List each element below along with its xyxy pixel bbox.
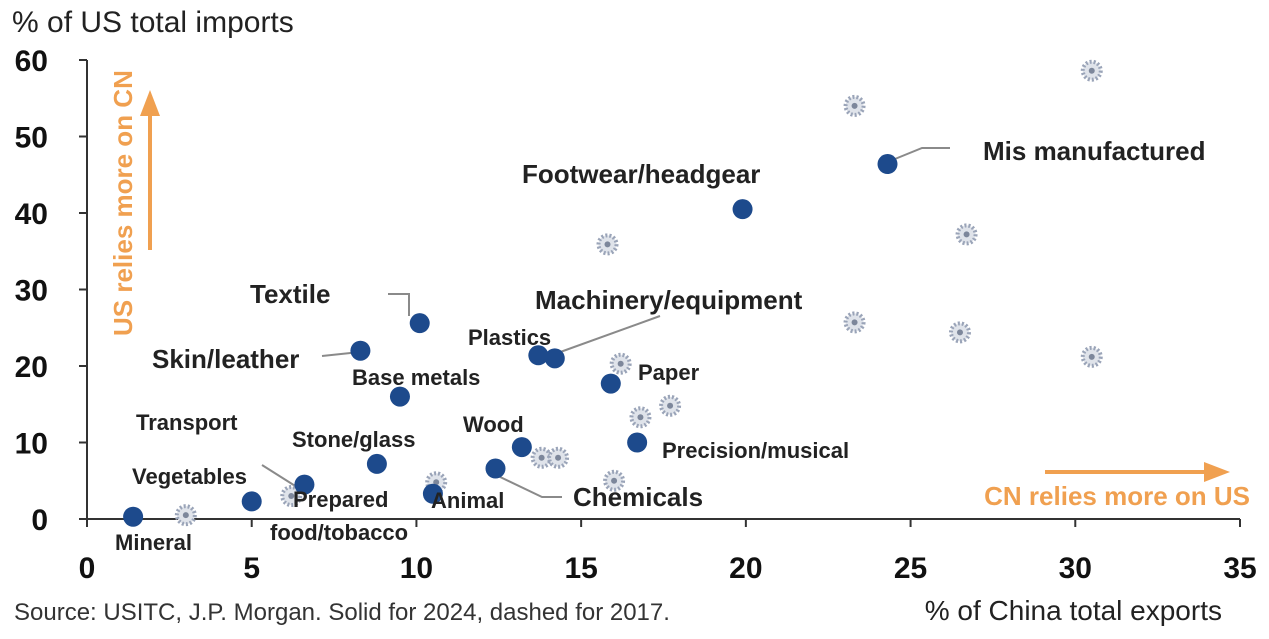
- label-footwear-headgear: Footwear/headgear: [522, 159, 760, 189]
- point-2017-core: [288, 493, 295, 500]
- x-tick-label: 10: [400, 552, 433, 585]
- point-labels: Mis manufactured Footwear/headgear Texti…: [115, 136, 1206, 555]
- point-2024-machinery-equipment: [544, 348, 565, 369]
- label-chemicals: Chemicals: [573, 482, 703, 512]
- leader-chemicals: [495, 474, 562, 498]
- point-2024-transport: [294, 474, 315, 495]
- point-2017-core: [851, 319, 858, 326]
- point-2024-animal: [422, 483, 443, 504]
- point-2024-stone-glass: [366, 453, 387, 474]
- label-vegetables: Vegetables: [132, 464, 247, 489]
- annotation-right: CN relies more on US: [984, 481, 1250, 511]
- point-2024-wood: [511, 437, 532, 458]
- y-tick-label: 30: [15, 275, 48, 308]
- point-2024-footwear-headgear: [732, 199, 753, 220]
- up-arrow: [140, 90, 160, 250]
- label-stone-glass: Stone/glass: [292, 427, 415, 452]
- leader-machinery: [551, 315, 661, 356]
- point-2017-core: [851, 102, 858, 109]
- label-transport: Transport: [136, 410, 238, 435]
- label-mineral: Mineral: [115, 530, 192, 555]
- label-plastics: Plastics: [468, 325, 551, 350]
- point-2024-vegetables: [241, 491, 262, 512]
- point-2024-textile: [409, 313, 430, 334]
- point-2017-core: [1088, 353, 1095, 360]
- label-paper: Paper: [638, 360, 700, 385]
- label-food-tobacco: food/tobacco: [270, 520, 408, 545]
- y-ticks: 0 10 20 30 40 50 60: [15, 45, 87, 537]
- leader-mis-manufactured: [889, 147, 950, 162]
- point-2017-core: [538, 454, 545, 461]
- point-2017-core: [963, 231, 970, 238]
- series-2017: [174, 59, 1103, 527]
- y-tick-label: 60: [15, 45, 48, 78]
- y-tick-label: 20: [15, 351, 48, 384]
- point-2017-core: [555, 454, 562, 461]
- label-machinery-equipment: Machinery/equipment: [535, 285, 803, 315]
- x-ticks: 0 5 10 15 20 25 30 35: [79, 519, 1257, 585]
- x-axis-title: % of China total exports: [925, 595, 1222, 626]
- x-tick-label: 0: [79, 552, 96, 585]
- x-tick-label: 25: [894, 552, 927, 585]
- leader-transport: [261, 464, 301, 490]
- point-2024-mis-manufactured: [877, 154, 898, 175]
- right-arrow: [1045, 462, 1230, 482]
- point-2024-paper: [600, 373, 621, 394]
- series-2024: [123, 154, 898, 527]
- point-2017-core: [604, 241, 611, 248]
- x-tick-label: 15: [564, 552, 597, 585]
- point-2017-core: [617, 360, 624, 367]
- label-animal: Animal: [431, 488, 504, 513]
- annotation-up: US relies more on CN: [108, 70, 138, 336]
- label-wood: Wood: [463, 412, 524, 437]
- y-tick-label: 50: [15, 122, 48, 155]
- y-tick-label: 10: [15, 428, 48, 461]
- point-2017-core: [182, 512, 189, 519]
- label-prepared: Prepared: [293, 487, 388, 512]
- point-2024-chemicals: [485, 458, 506, 479]
- y-axis-title: % of US total imports: [12, 6, 294, 39]
- point-2024-skin-leather: [350, 340, 371, 361]
- x-tick-label: 5: [243, 552, 260, 585]
- source-note: Source: USITC, J.P. Morgan. Solid for 20…: [14, 599, 670, 626]
- x-tick-label: 30: [1059, 552, 1092, 585]
- point-2017-core: [637, 414, 644, 421]
- y-tick-label: 40: [15, 198, 48, 231]
- label-skin-leather: Skin/leather: [152, 344, 299, 374]
- point-2024-plastics: [528, 345, 549, 366]
- point-2024-base-metals: [389, 386, 410, 407]
- point-2017-core: [433, 479, 440, 486]
- x-tick-label: 20: [729, 552, 762, 585]
- point-2024-mineral: [123, 506, 144, 527]
- point-2017-core: [1088, 67, 1095, 74]
- label-mis-manufactured: Mis manufactured: [983, 136, 1206, 166]
- point-2017-core: [667, 402, 674, 409]
- label-base-metals: Base metals: [352, 365, 480, 390]
- point-2017-core: [956, 329, 963, 336]
- point-2017-core: [611, 477, 618, 484]
- leader-textile: [388, 293, 410, 316]
- y-tick-label: 0: [31, 504, 48, 537]
- label-precision-musical: Precision/musical: [662, 438, 849, 463]
- x-tick-label: 35: [1223, 552, 1256, 585]
- point-2024-precision-musical: [627, 432, 648, 453]
- label-textile: Textile: [250, 279, 330, 309]
